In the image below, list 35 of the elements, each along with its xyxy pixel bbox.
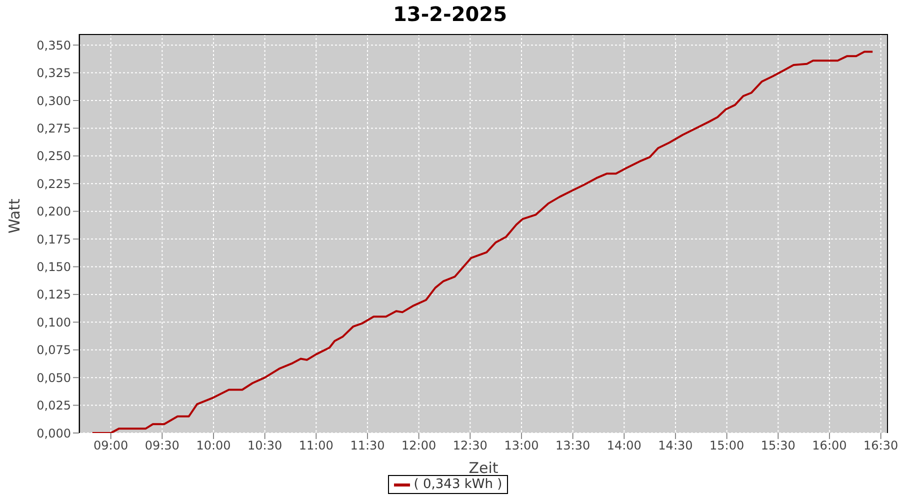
- x-axis-title: Zeit: [468, 459, 498, 477]
- y-tick-label: 0,025: [36, 398, 71, 413]
- x-tick-label: 16:00: [812, 438, 847, 453]
- y-axis-title: Watt: [5, 198, 24, 234]
- y-tick-label: 0,200: [36, 204, 71, 219]
- x-tick-label: 15:30: [760, 438, 796, 453]
- legend-label: ( 0,343 kWh ): [414, 477, 502, 492]
- chart-title: 13-2-2025: [392, 2, 508, 26]
- x-tick-label: 10:30: [248, 438, 282, 453]
- x-tick-label: 09:00: [94, 438, 128, 453]
- x-tick-label: 16:30: [864, 438, 898, 453]
- x-tick-label: 13:30: [556, 438, 590, 453]
- y-tick-label: 0,325: [36, 66, 71, 80]
- y-tick-label: 0,075: [36, 343, 71, 358]
- x-tick-label: 09:30: [144, 438, 180, 453]
- x-tick-label: 10:00: [196, 438, 231, 453]
- y-tick-label: 0,300: [36, 94, 71, 108]
- x-tick-label: 12:30: [452, 438, 488, 453]
- y-tick-label: 0,175: [36, 232, 71, 246]
- x-tick-label: 15:00: [710, 438, 744, 453]
- y-tick-label: 0,050: [36, 370, 71, 385]
- x-tick-label: 11:30: [350, 438, 385, 453]
- x-tick-label: 13:00: [504, 438, 539, 453]
- x-tick-label: 12:00: [402, 438, 436, 453]
- y-tick-label: 0,000: [36, 426, 71, 440]
- y-tick-label: 0,125: [36, 288, 71, 302]
- y-tick-label: 0,250: [36, 149, 71, 164]
- y-tick-label: 0,150: [36, 260, 71, 274]
- y-tick-label: 0,100: [36, 315, 71, 330]
- y-tick-label: 0,225: [36, 176, 71, 191]
- x-tick-label: 14:00: [606, 438, 642, 453]
- y-tick-label: 0,275: [36, 121, 71, 136]
- x-tick-label: 14:30: [658, 438, 693, 453]
- y-tick-label: 0,350: [36, 38, 71, 52]
- x-tick-label: 11:00: [298, 438, 334, 453]
